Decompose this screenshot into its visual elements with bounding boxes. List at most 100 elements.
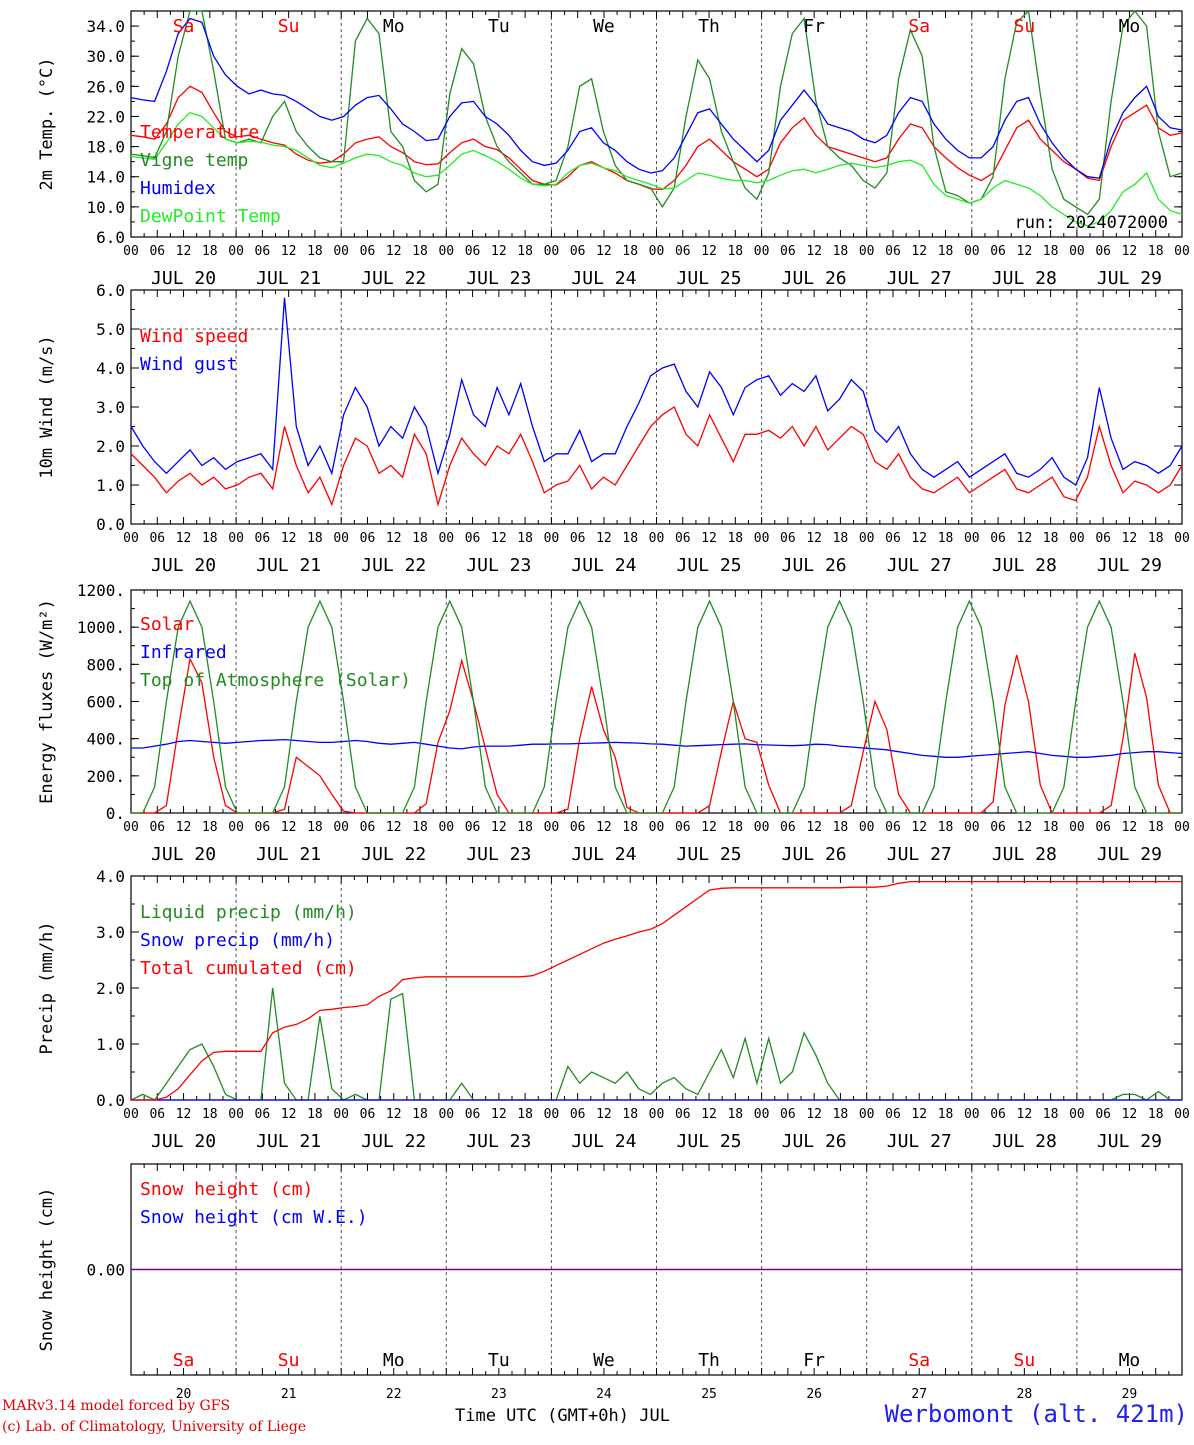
y-tick-label: 0.0 <box>96 515 125 534</box>
hour-label: 00 <box>1174 244 1190 259</box>
hour-label: 18 <box>517 1107 533 1122</box>
legend-entry: Top of Atmosphere (Solar) <box>140 670 411 691</box>
day-number-label: 20 <box>176 1387 192 1402</box>
hour-label: 00 <box>649 244 665 259</box>
y-axis-label: Snow height (cm) <box>37 1188 57 1352</box>
date-label: JUL 23 <box>466 268 531 289</box>
hour-label: 12 <box>386 820 402 835</box>
y-tick-label: 1.0 <box>96 476 125 495</box>
hour-label: 00 <box>964 1107 980 1122</box>
date-label: JUL 24 <box>571 268 636 289</box>
date-label: JUL 23 <box>466 1131 531 1152</box>
hour-label: 12 <box>1122 1107 1138 1122</box>
hour-label: 06 <box>149 531 165 546</box>
hour-label: 18 <box>517 820 533 835</box>
hour-label: 18 <box>833 244 849 259</box>
day-number-label: 24 <box>596 1387 612 1402</box>
hour-label: 18 <box>938 531 954 546</box>
hour-label: 18 <box>938 820 954 835</box>
hour-label: 00 <box>333 1107 349 1122</box>
hour-label: 00 <box>123 1107 139 1122</box>
hour-label: 06 <box>360 531 376 546</box>
hour-label: 06 <box>255 1107 271 1122</box>
hour-label: 12 <box>386 244 402 259</box>
weekday-label: Mo <box>1119 1350 1141 1371</box>
series-line <box>130 85 1183 191</box>
hour-label: 12 <box>701 531 717 546</box>
hour-label: 00 <box>649 531 665 546</box>
hour-label: 06 <box>780 820 796 835</box>
panel-3: 0. 200. 400. 600. 800. 1000. 1200. Energy fluxe… <box>37 581 1190 865</box>
hour-label: 00 <box>649 820 665 835</box>
hour-label: 00 <box>123 820 139 835</box>
hour-label: 00 <box>228 244 244 259</box>
hour-label: 12 <box>491 820 507 835</box>
run-annotation: run: 2024072000 <box>1014 213 1168 233</box>
hour-label: 18 <box>1148 1107 1164 1122</box>
hour-label: 00 <box>228 1107 244 1122</box>
weekday-label: Mo <box>383 1350 405 1371</box>
y-tick-label: 10.0 <box>86 198 125 217</box>
hour-label: 18 <box>833 1107 849 1122</box>
weekday-label: We <box>593 16 615 37</box>
date-label: JUL 27 <box>887 268 952 289</box>
date-label: JUL 24 <box>571 1131 636 1152</box>
hour-label: 18 <box>1148 244 1164 259</box>
hour-label: 06 <box>465 1107 481 1122</box>
panel-4: 0.0 1.0 2.0 3.0 4.0 Precip (mm/h) Liquid preci… <box>37 867 1190 1152</box>
hour-label: 18 <box>307 531 323 546</box>
day-number-label: 23 <box>491 1387 507 1402</box>
hour-label: 00 <box>333 531 349 546</box>
hour-label: 12 <box>491 531 507 546</box>
hour-label: 18 <box>727 1107 743 1122</box>
legend-entry: Wind speed <box>140 326 248 347</box>
legend-entry: Liquid precip (mm/h) <box>140 902 357 923</box>
legend-entry: Humidex <box>140 178 216 199</box>
hour-label: 06 <box>149 820 165 835</box>
legend-entry: Wind gust <box>140 354 238 375</box>
series-line <box>130 111 1183 227</box>
hour-label: 12 <box>806 820 822 835</box>
date-label: JUL 25 <box>677 844 742 865</box>
hour-label: 06 <box>780 531 796 546</box>
date-label: JUL 20 <box>151 268 216 289</box>
panel-5: 0.00 Snow height (cm) Snow height (cm) Snow… <box>37 1163 1183 1402</box>
date-label: JUL 22 <box>361 268 426 289</box>
hour-label: 12 <box>281 531 297 546</box>
y-tick-label: 400. <box>86 730 125 749</box>
weekday-label: Su <box>278 16 300 37</box>
date-label: JUL 25 <box>677 1131 742 1152</box>
hour-label: 12 <box>281 1107 297 1122</box>
hour-label: 00 <box>1069 531 1085 546</box>
legend-entry: Infrared <box>140 642 227 663</box>
hour-label: 12 <box>176 820 192 835</box>
y-tick-label: 3.0 <box>96 923 125 942</box>
hour-label: 18 <box>1043 820 1059 835</box>
hour-label: 00 <box>754 244 770 259</box>
hour-label: 18 <box>1043 1107 1059 1122</box>
hour-label: 18 <box>938 244 954 259</box>
date-label: JUL 25 <box>677 555 742 576</box>
hour-label: 18 <box>517 531 533 546</box>
day-number-label: 28 <box>1017 1387 1033 1402</box>
hour-label: 00 <box>859 1107 875 1122</box>
hour-label: 12 <box>281 244 297 259</box>
hour-label: 18 <box>202 1107 218 1122</box>
hour-label: 12 <box>911 244 927 259</box>
date-label: JUL 21 <box>256 844 321 865</box>
y-tick-label: 34.0 <box>86 17 125 36</box>
hour-label: 18 <box>833 820 849 835</box>
y-tick-label: 5.0 <box>96 320 125 339</box>
hour-label: 06 <box>885 1107 901 1122</box>
day-number-label: 21 <box>281 1387 297 1402</box>
panel-1: 6.0 10.0 14.0 18.0 22.0 26.0 30.0 34.0 2m Temp. … <box>37 9 1190 289</box>
hour-label: 12 <box>596 244 612 259</box>
y-tick-label: 800. <box>86 655 125 674</box>
legend-entry: Snow height (cm) <box>140 1179 313 1200</box>
legend-entry: Solar <box>140 614 194 635</box>
series-line <box>130 9 1183 216</box>
hour-label: 18 <box>202 531 218 546</box>
y-tick-label: 0.0 <box>96 1091 125 1110</box>
hour-label: 00 <box>1069 1107 1085 1122</box>
day-number-label: 22 <box>386 1387 402 1402</box>
